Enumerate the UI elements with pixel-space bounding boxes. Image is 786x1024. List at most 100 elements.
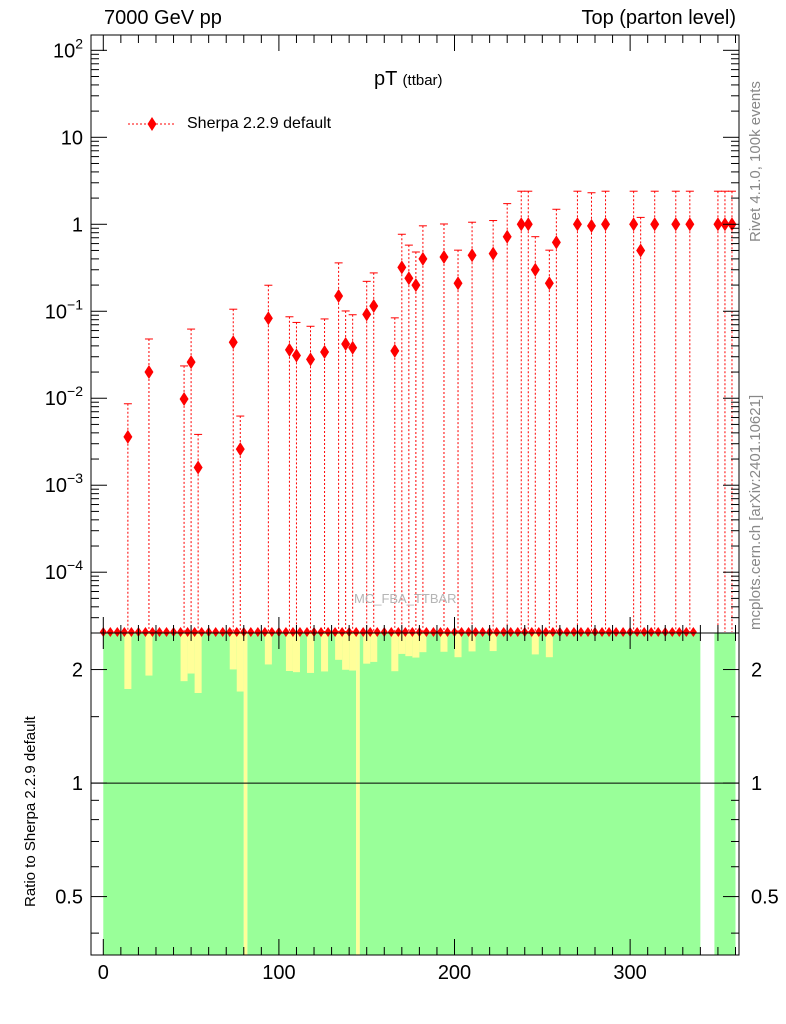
data-point-zero	[198, 627, 206, 637]
data-point-zero	[184, 627, 192, 637]
data-point	[362, 307, 372, 322]
ratio-band-yellow-cap	[145, 633, 153, 676]
legend-marker	[128, 117, 176, 131]
ratio-band-yellow-cap	[363, 633, 371, 664]
data-point-zero	[233, 627, 241, 637]
ratio-band-yellow-cap	[342, 633, 350, 670]
data-point-zero	[640, 627, 648, 637]
data-point-zero	[352, 627, 360, 637]
y-tick-exponent: −3	[67, 470, 83, 486]
ratio-y-tick-label: 0.5	[55, 887, 83, 909]
ratio-band-yellow-cap	[405, 633, 413, 657]
ratio-band-yellow-cap	[391, 633, 399, 672]
data-point-zero	[359, 627, 367, 637]
data-point-zero	[387, 627, 395, 637]
plot-title-sub: (ttbar)	[402, 72, 443, 89]
data-point-zero	[422, 627, 430, 637]
data-point	[411, 278, 421, 293]
data-point-zero	[528, 627, 536, 637]
side-mcplots-label: mcplots.cern.ch [arXiv:2401.10621]	[747, 394, 764, 630]
data-point-zero	[619, 627, 627, 637]
y-tick-exponent: −4	[67, 557, 83, 573]
data-point	[228, 335, 238, 350]
data-point-zero	[577, 627, 585, 637]
data-point	[629, 217, 639, 232]
data-point	[179, 392, 189, 407]
data-point	[551, 235, 561, 250]
data-point	[390, 343, 400, 358]
data-point-zero	[191, 627, 199, 637]
ratio-band-yellow-cap	[440, 633, 448, 652]
data-point	[235, 442, 245, 457]
data-point-zero	[317, 627, 325, 637]
analysis-watermark: MC_FBA_TTBAR	[354, 591, 457, 606]
header-energy: 7000 GeV pp	[104, 7, 222, 29]
data-point	[186, 355, 196, 370]
data-point	[636, 243, 646, 258]
data-point	[123, 429, 133, 444]
data-point-zero	[289, 627, 297, 637]
data-point-zero	[549, 627, 557, 637]
ratio-band-yellow-cap	[398, 633, 406, 654]
data-point	[453, 276, 463, 291]
ratio-band-yellow-cap	[285, 633, 293, 671]
data-point	[671, 217, 681, 232]
data-point	[502, 229, 512, 244]
ratio-y-tick-label: 2	[72, 660, 83, 682]
ratio-band-yellow-cap	[187, 633, 195, 674]
data-point-zero	[113, 627, 121, 637]
data-point	[306, 352, 316, 367]
ratio-band-yellow-cap	[307, 633, 315, 673]
data-point-zero	[177, 627, 185, 637]
data-point-zero	[254, 627, 262, 637]
ratio-band-green	[247, 633, 357, 955]
x-tick-label: 300	[613, 962, 646, 984]
data-point-zero	[500, 627, 508, 637]
data-point	[544, 276, 554, 291]
ratio-band-yellow-cap	[335, 633, 343, 660]
data-point	[369, 298, 379, 313]
data-point-zero	[654, 627, 662, 637]
legend-entry-label: Sherpa 2.2.9 default	[187, 115, 332, 132]
data-point-zero	[127, 627, 135, 637]
data-point-zero	[155, 627, 163, 637]
ratio-band-yellow-cap	[180, 633, 188, 682]
data-point-zero	[226, 627, 234, 637]
header-process: Top (parton level)	[581, 7, 736, 29]
data-point-zero	[106, 627, 114, 637]
data-point-zero	[507, 627, 515, 637]
y-tick-label: 10	[61, 127, 83, 149]
plot-title: pT (ttbar)	[374, 68, 443, 91]
ratio-band-yellow-cap	[229, 633, 237, 670]
data-point	[284, 342, 294, 357]
data-point-zero	[458, 627, 466, 637]
data-point	[685, 217, 695, 232]
data-point	[523, 217, 533, 232]
error-bars	[123, 190, 736, 632]
data-point	[586, 218, 596, 233]
data-point	[601, 217, 611, 232]
data-point	[530, 262, 540, 277]
data-point-zero	[682, 627, 690, 637]
data-point-zero	[148, 627, 156, 637]
ratio-band-yellow-cap	[264, 633, 272, 665]
data-point-zero	[268, 627, 276, 637]
data-point-zero	[472, 627, 480, 637]
data-point-zero	[584, 627, 592, 637]
ratio-band-green	[359, 633, 701, 955]
ratio-band-yellow-cap	[194, 633, 202, 693]
legend-diamond	[147, 117, 157, 131]
data-point-zero	[535, 627, 543, 637]
data-point-zero	[338, 627, 346, 637]
data-point	[713, 217, 723, 232]
data-point	[341, 337, 351, 352]
data-point-zero	[633, 627, 641, 637]
ratio-band-yellow-cap	[321, 633, 329, 672]
data-point-zero	[373, 627, 381, 637]
data-point-zero	[366, 627, 374, 637]
data-point-zero	[436, 627, 444, 637]
ratio-band-yellow-cap	[454, 633, 462, 658]
data-point-zero	[514, 627, 522, 637]
ratio-y-tick-label-right: 0.5	[751, 887, 779, 909]
